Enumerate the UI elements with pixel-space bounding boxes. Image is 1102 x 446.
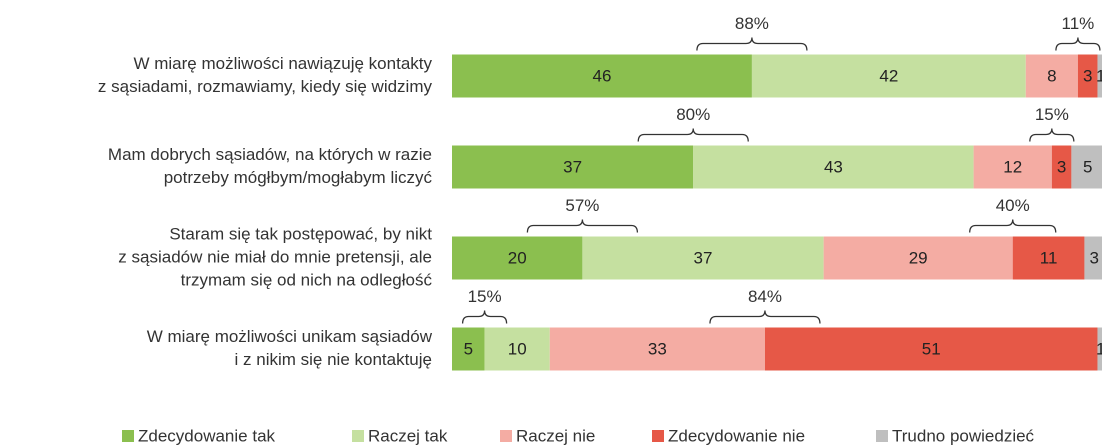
bar-value-label: 1 — [1096, 66, 1102, 85]
bar-segment — [549, 327, 765, 371]
net-negative-bracket-label: 11% — [1062, 14, 1095, 33]
net-negative-bracket-label: 15% — [1035, 105, 1069, 124]
bar-segment — [1097, 54, 1102, 98]
bar-value-label: 42 — [879, 66, 898, 85]
bar-value-label: 3 — [1057, 157, 1066, 176]
bar-segment — [1077, 54, 1098, 98]
net-negative-bracket — [969, 219, 1057, 233]
net-positive-bracket-label: 15% — [468, 287, 502, 306]
bar-segment — [693, 145, 974, 189]
legend-swatch — [500, 430, 512, 442]
net-positive-bracket-label: 88% — [735, 14, 769, 33]
net-negative-bracket-label: 84% — [748, 287, 782, 306]
bar-value-label: 43 — [824, 157, 843, 176]
bar-value-label: 33 — [648, 339, 667, 358]
net-negative-bracket-label: 40% — [996, 196, 1030, 215]
bar-segment — [452, 236, 583, 280]
bar-segment — [764, 327, 1098, 371]
bar-segment — [751, 54, 1026, 98]
bar-segment — [484, 327, 550, 371]
bar-segment — [1071, 145, 1102, 189]
net-positive-bracket — [696, 37, 808, 51]
bar-value-label: 1 — [1096, 339, 1102, 358]
category-label: Staram się tak postępować, by nikt — [169, 224, 432, 243]
bar-segment — [1097, 327, 1102, 371]
bar-value-label: 8 — [1047, 66, 1056, 85]
legend-label: Raczej nie — [516, 426, 595, 445]
legend-label: Raczej tak — [368, 426, 448, 445]
bar-segment — [1051, 145, 1072, 189]
legend-swatch — [352, 430, 364, 442]
category-label: Mam dobrych sąsiadów, na których w razie — [108, 145, 432, 164]
net-positive-bracket — [526, 219, 639, 233]
net-positive-bracket-label: 80% — [676, 105, 710, 124]
category-label: z sąsiadów nie miał do mnie pretensji, a… — [118, 247, 432, 266]
bar-value-label: 11 — [1040, 248, 1058, 267]
category-label: z sąsiadami, rozmawiamy, kiedy się widzi… — [98, 77, 433, 96]
category-label: i z nikim się nie kontaktuję — [235, 350, 432, 369]
bar-value-label: 29 — [909, 248, 928, 267]
legend-swatch — [122, 430, 134, 442]
bar-value-label: 5 — [1083, 157, 1092, 176]
bar-segment — [582, 236, 824, 280]
net-negative-bracket — [1055, 37, 1101, 51]
legend-label: Zdecydowanie nie — [668, 426, 805, 445]
net-negative-bracket — [1029, 128, 1075, 142]
bar-value-label: 3 — [1083, 66, 1092, 85]
bar-segment — [973, 145, 1052, 189]
bar-value-label: 12 — [1003, 157, 1022, 176]
bar-segment — [1084, 236, 1102, 280]
bar-value-label: 46 — [592, 66, 611, 85]
category-label: potrzeby mógłbym/mogłabym liczyć — [164, 168, 433, 187]
bar-segment — [452, 145, 694, 189]
bar-value-label: 37 — [694, 248, 713, 267]
bar-segment — [452, 54, 752, 98]
net-positive-bracket — [461, 310, 508, 324]
category-label: W miarę możliwości nawiązuję kontakty — [133, 54, 432, 73]
bar-value-label: 10 — [508, 339, 527, 358]
legend-swatch — [652, 430, 664, 442]
bar-value-label: 51 — [922, 339, 941, 358]
bar-segment — [823, 236, 1013, 280]
net-positive-bracket-label: 57% — [565, 196, 599, 215]
bar-value-label: 37 — [563, 157, 582, 176]
bar-value-label: 5 — [464, 339, 473, 358]
bar-segment — [452, 327, 485, 371]
bar-value-label: 20 — [508, 248, 527, 267]
category-label: trzymam się od nich na odległość — [181, 270, 433, 289]
category-label: W miarę możliwości unikam sąsiadów — [147, 327, 433, 346]
legend-label: Zdecydowanie tak — [138, 426, 276, 445]
net-negative-bracket — [709, 310, 821, 324]
legend-label: Trudno powiedzieć — [892, 426, 1035, 445]
bar-segment — [1025, 54, 1078, 98]
bar-segment — [1012, 236, 1085, 280]
legend-swatch — [876, 430, 888, 442]
bar-value-label: 3 — [1089, 248, 1098, 267]
net-positive-bracket — [637, 128, 749, 142]
